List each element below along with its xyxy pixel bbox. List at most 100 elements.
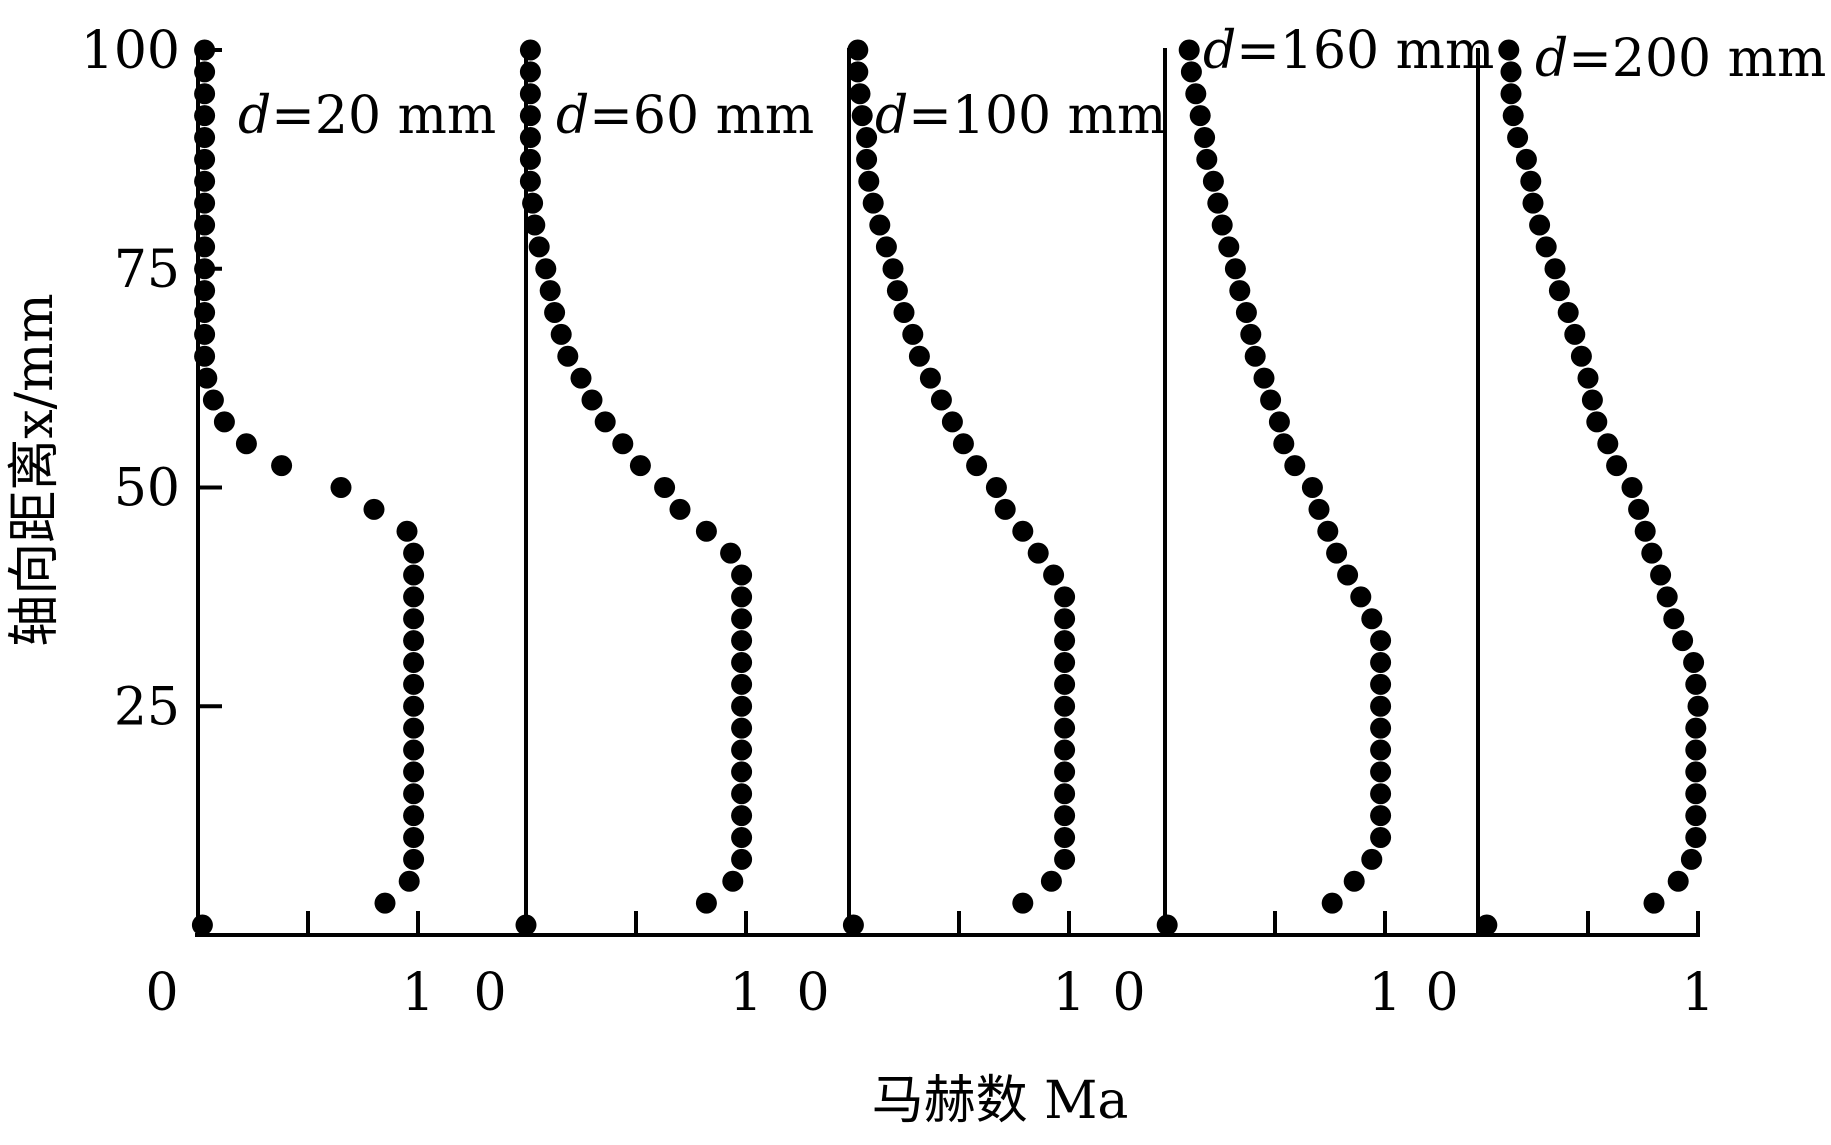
data-point [194, 170, 216, 192]
data-point [1273, 433, 1295, 455]
data-point [842, 914, 864, 936]
data-point [1244, 345, 1266, 367]
data-point [1370, 673, 1392, 695]
data-point [966, 455, 988, 477]
data-point [731, 805, 753, 827]
data-point [902, 323, 924, 345]
labels-layer: 0 1d=20 mm0 1d=60 mm0 1d=100 mm0 1d=160 mm0 1… [145, 21, 1826, 1023]
data-point [594, 411, 616, 433]
data-point [1370, 717, 1392, 739]
data-point [194, 192, 216, 214]
data-point [1361, 608, 1383, 630]
data-point [994, 498, 1016, 520]
data-point [1054, 652, 1076, 673]
data-point [731, 586, 753, 608]
series-label: d=100 mm [875, 86, 1166, 146]
x-tick-label-one: 1 [1368, 963, 1401, 1023]
data-point [535, 258, 557, 280]
data-point [363, 498, 385, 520]
data-point [403, 652, 425, 673]
data-point [875, 236, 897, 258]
data-point [1240, 323, 1262, 345]
data-point [1194, 127, 1216, 148]
data-point [271, 455, 293, 477]
data-point [856, 127, 878, 148]
data-point [849, 83, 871, 105]
data-point [882, 258, 904, 280]
data-point [1326, 542, 1348, 564]
data-point [695, 892, 717, 914]
data-point [1586, 411, 1608, 433]
data-point [847, 61, 869, 83]
data-point [1284, 455, 1306, 477]
data-point [1308, 498, 1330, 520]
data-point [1040, 870, 1062, 892]
data-point [722, 870, 744, 892]
data-point [196, 367, 218, 389]
data-point [330, 477, 352, 498]
data-point [235, 433, 257, 455]
data-point [194, 302, 216, 323]
data-point [1185, 83, 1207, 105]
data-point [194, 148, 216, 170]
data-point [893, 302, 915, 323]
data-point [1685, 805, 1707, 827]
series-label-value: =200 mm [1568, 29, 1826, 89]
data-point [1522, 192, 1544, 214]
data-point [515, 914, 537, 936]
data-point [731, 827, 753, 848]
data-point [1507, 127, 1529, 148]
series-label-value: =160 mm [1236, 21, 1494, 81]
data-point [1054, 608, 1076, 630]
x-tick-label-zero: 0 [1112, 963, 1145, 1023]
x-tick-label-zero: 0 [1425, 963, 1458, 1023]
data-point [1189, 105, 1211, 127]
data-point [1564, 323, 1586, 345]
data-point [396, 520, 418, 542]
data-point [869, 214, 891, 236]
data-point [1054, 739, 1076, 761]
data-point [1054, 717, 1076, 739]
data-point [1253, 367, 1275, 389]
data-point [194, 258, 216, 280]
data-point [1581, 389, 1603, 411]
data-point [731, 652, 753, 673]
x-tick-label-one: 1 [1681, 963, 1714, 1023]
data-point [1621, 477, 1643, 498]
data-point [202, 389, 224, 411]
data-point [731, 717, 753, 739]
data-point [194, 236, 216, 258]
data-point [1235, 302, 1257, 323]
data-point [1502, 105, 1524, 127]
data-point [1054, 586, 1076, 608]
data-point [1054, 630, 1076, 652]
data-point [581, 389, 603, 411]
data-point [1268, 411, 1290, 433]
data-point [213, 411, 235, 433]
data-point [1544, 258, 1566, 280]
data-point [612, 433, 634, 455]
data-point [1667, 870, 1689, 892]
data-point [1685, 761, 1707, 783]
data-point [862, 192, 884, 214]
data-point [1054, 695, 1076, 717]
data-point [1597, 433, 1619, 455]
data-point [544, 302, 566, 323]
data-point [403, 542, 425, 564]
data-point [403, 783, 425, 805]
data-point [403, 673, 425, 695]
data-point [403, 848, 425, 870]
data-point [1054, 761, 1076, 783]
data-point [1557, 302, 1579, 323]
data-point [403, 827, 425, 848]
data-point [403, 761, 425, 783]
data-point [403, 805, 425, 827]
data-point [731, 630, 753, 652]
data-point [1685, 739, 1707, 761]
data-point [720, 542, 742, 564]
data-point [1570, 345, 1592, 367]
data-point [519, 61, 541, 83]
data-point [908, 345, 930, 367]
data-point [1687, 695, 1709, 717]
